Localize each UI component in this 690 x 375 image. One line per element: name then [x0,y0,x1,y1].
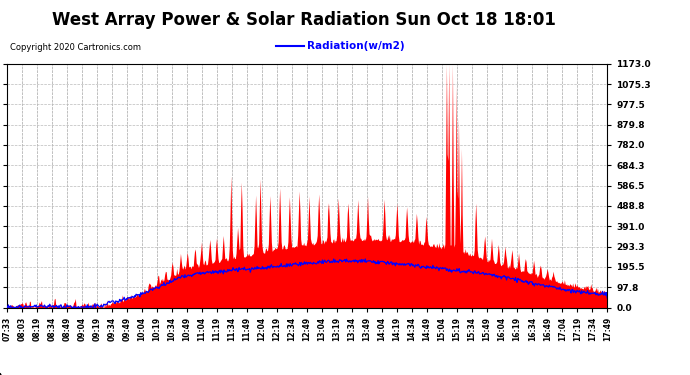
Text: Copyright 2020 Cartronics.com: Copyright 2020 Cartronics.com [10,43,141,52]
Text: West Array Power & Solar Radiation Sun Oct 18 18:01: West Array Power & Solar Radiation Sun O… [52,11,555,29]
Text: Radiation(w/m2): Radiation(w/m2) [307,41,404,51]
FancyArrow shape [0,374,1,375]
